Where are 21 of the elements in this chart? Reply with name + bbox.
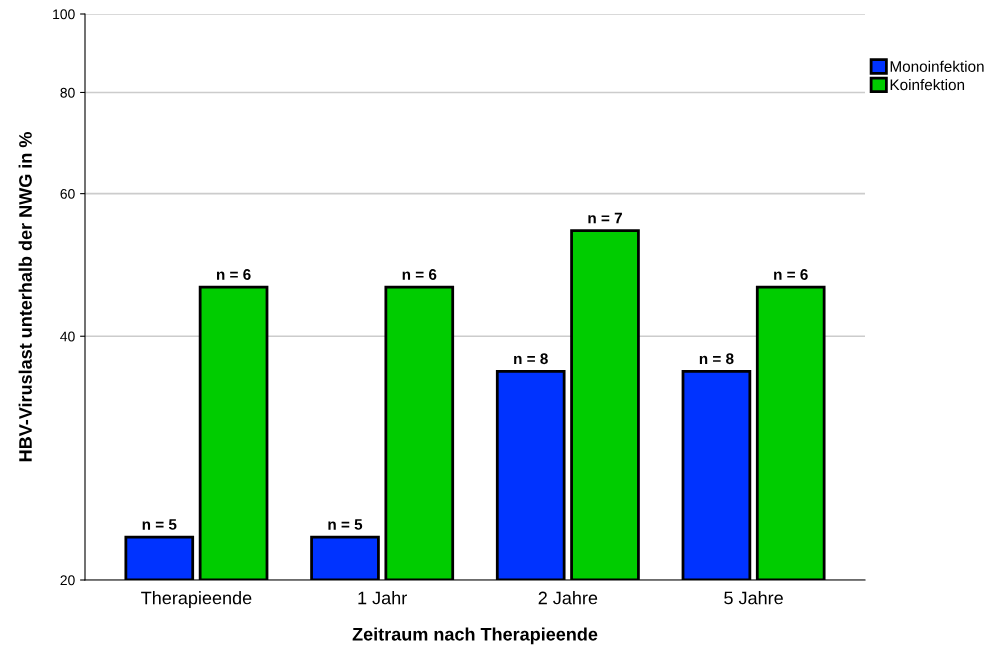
x-axis-title: Zeitraum nach Therapieende bbox=[352, 627, 598, 645]
annotation: n = 6 bbox=[402, 269, 437, 280]
x-tick-label: Therapieende bbox=[141, 591, 252, 608]
y-tick-label: 80 bbox=[60, 87, 75, 98]
annotation: n = 5 bbox=[142, 519, 177, 530]
annotation: n = 8 bbox=[514, 353, 548, 365]
annotation: n = 7 bbox=[588, 212, 622, 224]
y-axis-title: HBV-Viruslast unterhalb der NWG in % bbox=[18, 132, 32, 462]
legend-label: Koinfektion bbox=[890, 79, 965, 91]
annotation: n = 6 bbox=[774, 269, 808, 280]
x-tick-label: 2 Jahre bbox=[538, 591, 598, 605]
y-tick-label: 100 bbox=[53, 9, 75, 20]
x-tick-label: 5 Jahre bbox=[724, 591, 783, 605]
y-tick-label: 60 bbox=[60, 188, 75, 199]
legend-label: Monoinfektion bbox=[890, 60, 984, 72]
annotation: n = 5 bbox=[328, 519, 363, 530]
y-tick-label: 20 bbox=[60, 575, 75, 586]
annotation: n = 8 bbox=[699, 353, 734, 365]
x-tick-label: 1 Jahr bbox=[358, 591, 407, 605]
y-tick-label: 40 bbox=[60, 331, 75, 342]
annotation: n = 6 bbox=[216, 269, 251, 280]
